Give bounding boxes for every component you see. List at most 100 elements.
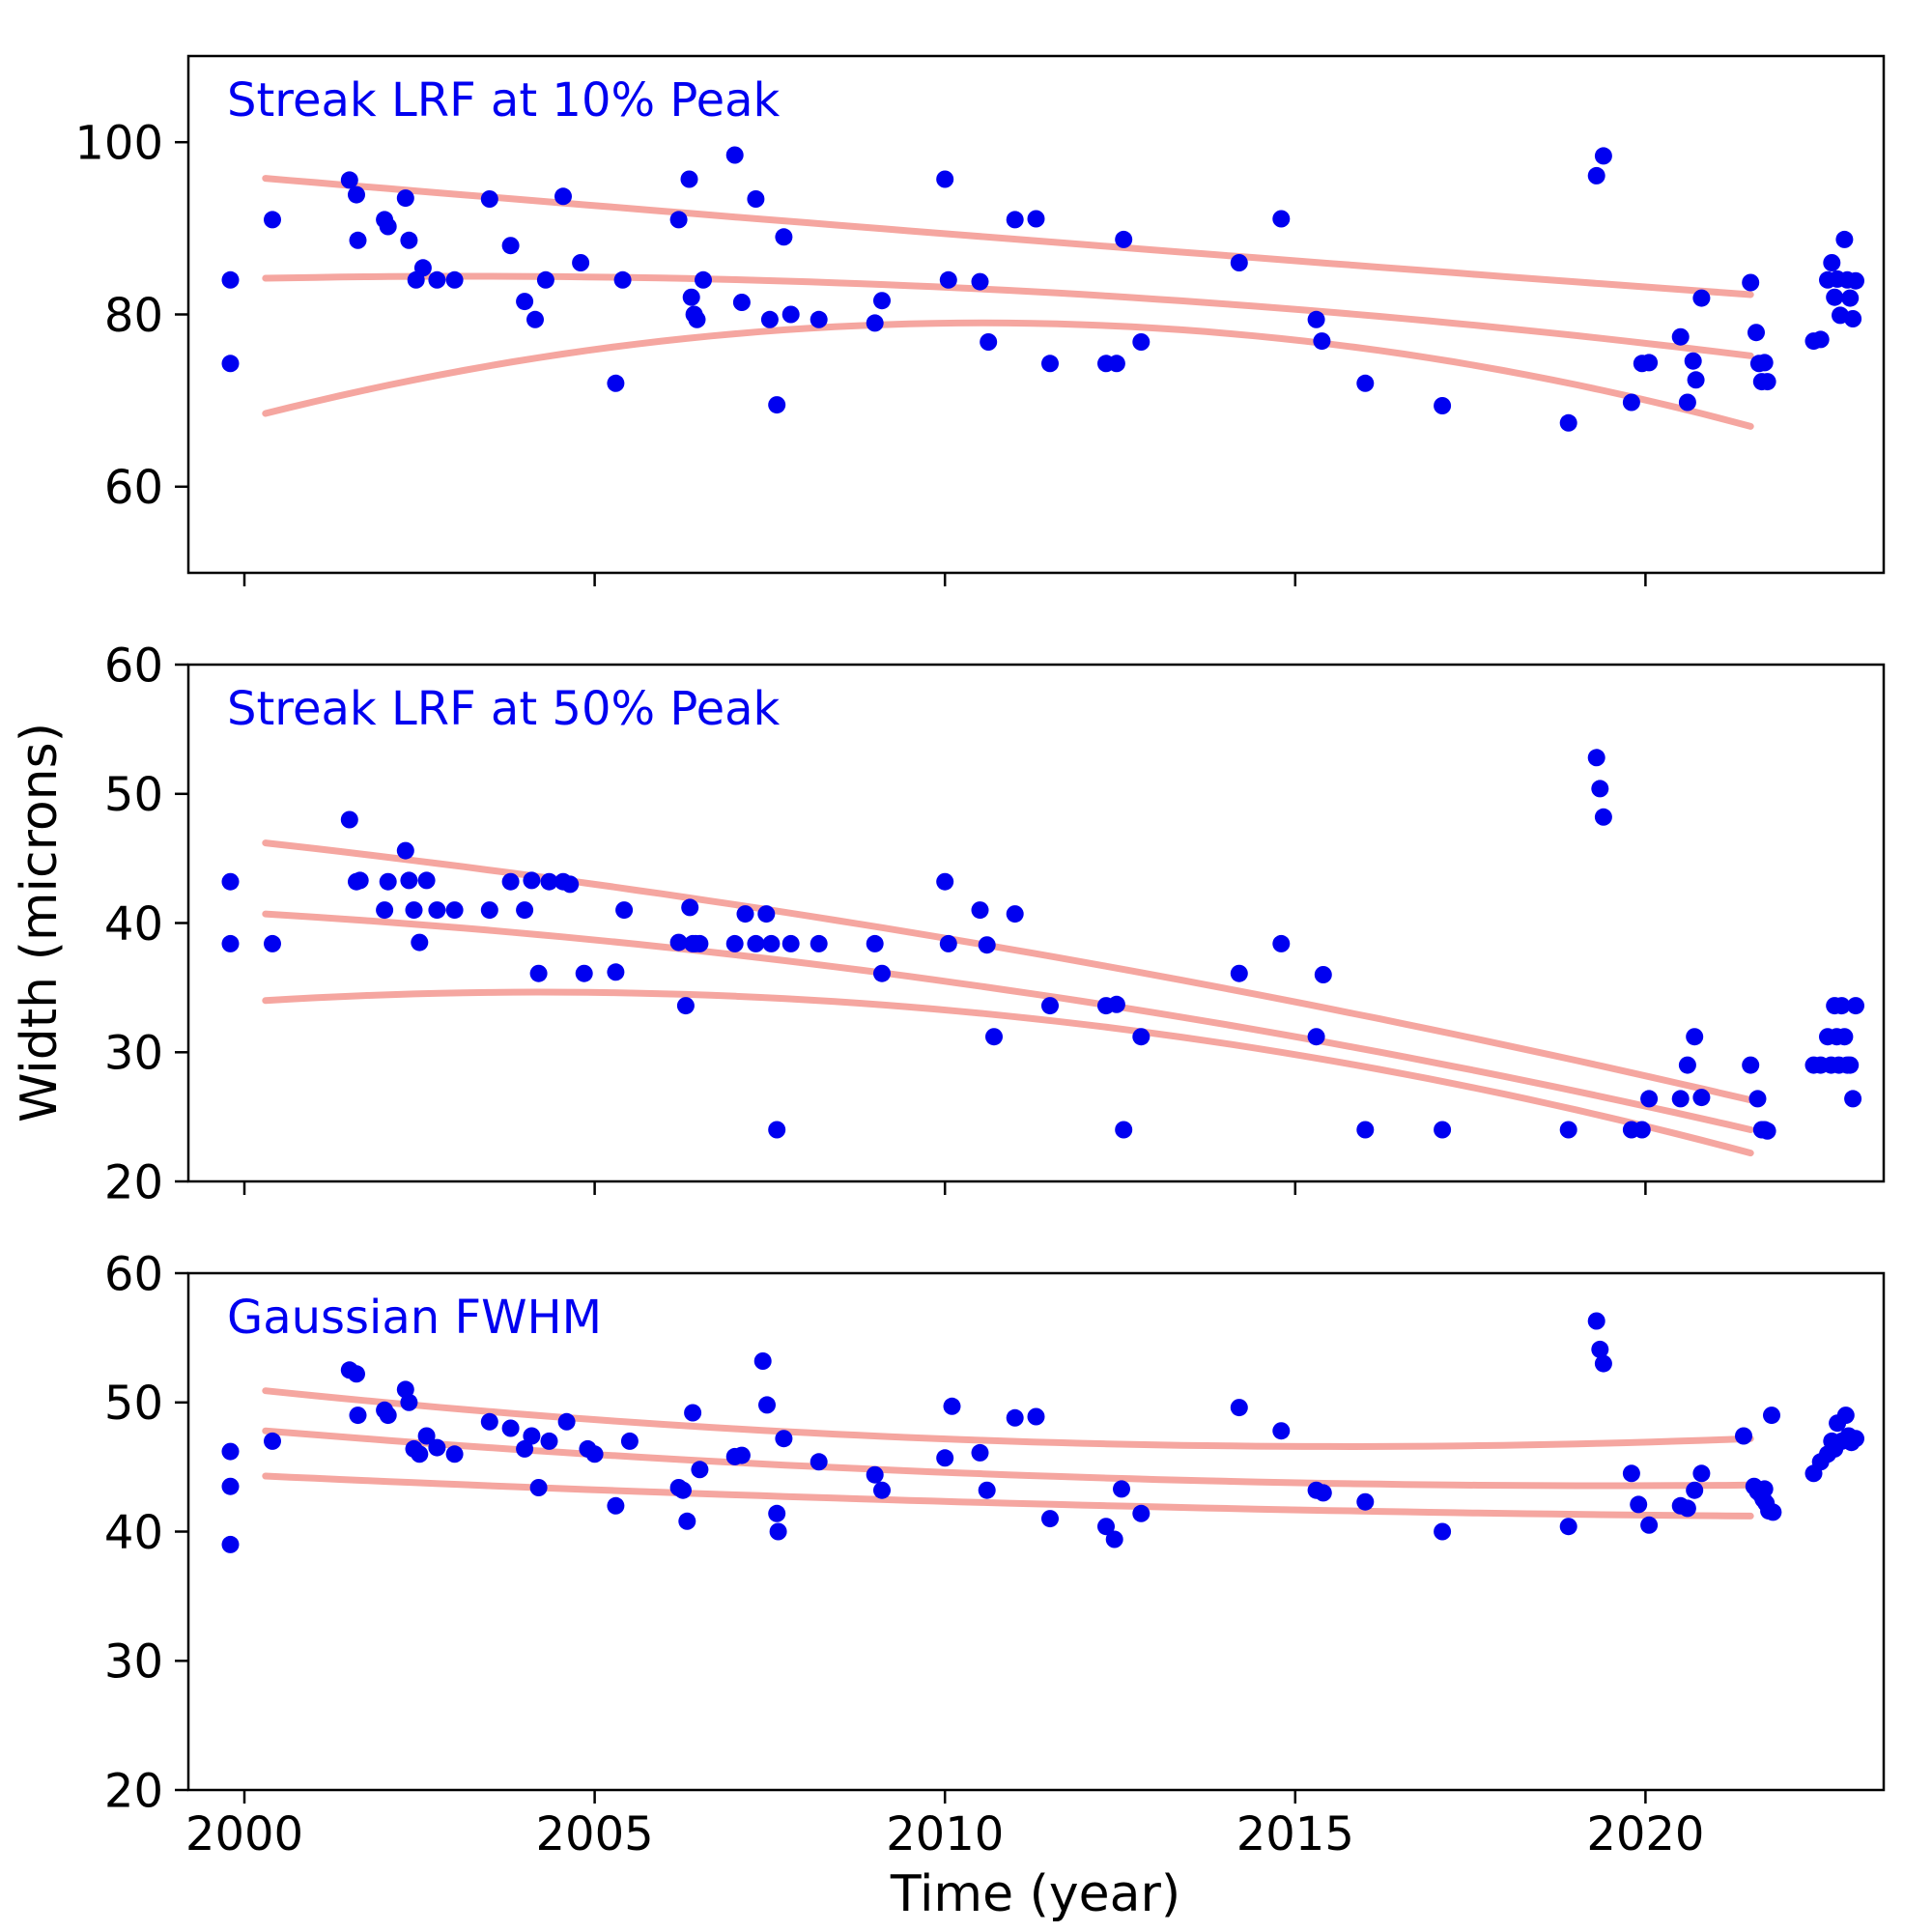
data-point <box>379 1406 397 1425</box>
y-tick-label: 20 <box>104 1155 163 1209</box>
data-point <box>680 170 698 188</box>
data-point <box>572 254 590 271</box>
data-point <box>428 270 446 289</box>
y-tick-label: 30 <box>104 1027 163 1081</box>
data-point <box>978 936 996 954</box>
data-point <box>1678 1056 1696 1074</box>
data-point <box>1622 1464 1640 1483</box>
data-point <box>768 1121 786 1139</box>
data-point <box>413 259 432 277</box>
data-point <box>781 305 800 324</box>
data-point <box>1591 780 1609 798</box>
data-point <box>1671 327 1690 346</box>
data-point <box>405 901 423 920</box>
data-point <box>1591 1340 1609 1358</box>
data-point <box>379 217 397 236</box>
data-point <box>1678 1499 1696 1518</box>
x-tick-label: 2005 <box>536 1807 654 1861</box>
data-point <box>1107 355 1125 373</box>
data-point <box>1230 1399 1248 1417</box>
data-point <box>1742 1056 1760 1074</box>
x-tick-label: 2000 <box>185 1807 303 1861</box>
data-point <box>732 294 751 311</box>
data-point <box>1027 210 1045 228</box>
data-point <box>1041 1510 1059 1528</box>
data-point <box>607 963 625 981</box>
data-point <box>1755 354 1774 372</box>
data-point <box>480 190 498 208</box>
data-point <box>1835 1028 1854 1046</box>
trend-curve-upper-fit <box>262 1387 1754 1451</box>
data-point <box>501 237 520 255</box>
data-point <box>540 872 558 891</box>
data-point <box>669 211 688 229</box>
data-point <box>971 272 989 291</box>
data-point <box>1622 393 1640 412</box>
data-point <box>428 901 446 920</box>
data-point <box>501 872 520 891</box>
data-point <box>1811 330 1830 349</box>
data-point <box>1356 374 1375 392</box>
data-point <box>1041 355 1059 373</box>
data-point <box>1041 997 1059 1015</box>
data-point <box>349 231 367 249</box>
data-point <box>445 270 464 289</box>
data-point <box>1559 1518 1577 1536</box>
data-point <box>376 901 394 920</box>
data-point <box>753 1352 772 1370</box>
data-point <box>411 1445 429 1463</box>
data-point <box>221 1442 240 1461</box>
data-point <box>781 934 800 952</box>
data-point <box>873 292 891 310</box>
data-point <box>1763 1406 1780 1425</box>
data-point <box>480 901 498 920</box>
data-point <box>971 901 989 920</box>
x-tick-label: 2010 <box>886 1807 1004 1861</box>
data-point <box>1841 1056 1860 1074</box>
data-point <box>1115 1121 1133 1139</box>
data-point <box>1640 354 1659 372</box>
data-point <box>348 185 365 204</box>
y-tick-label: 100 <box>74 116 163 170</box>
data-point <box>340 810 358 829</box>
y-tick-label: 50 <box>104 1377 163 1431</box>
data-point <box>1006 905 1024 923</box>
data-point <box>1027 1407 1045 1426</box>
data-point <box>1841 289 1860 307</box>
x-tick-label: 2020 <box>1586 1807 1704 1861</box>
data-point <box>695 270 712 289</box>
data-point <box>1735 1427 1752 1445</box>
data-point <box>557 1412 576 1431</box>
data-point <box>676 997 695 1015</box>
data-point <box>516 293 534 311</box>
data-point <box>516 901 534 920</box>
data-point <box>691 1461 709 1479</box>
data-point <box>349 1406 367 1425</box>
data-point <box>400 1393 418 1411</box>
data-point <box>732 1446 751 1464</box>
data-point <box>691 934 709 952</box>
data-point <box>762 934 781 952</box>
data-point <box>1132 333 1151 351</box>
y-tick-label: 60 <box>104 639 163 693</box>
y-axis-label: Width (microns) <box>11 723 69 1122</box>
data-point <box>1844 1090 1862 1108</box>
data-point <box>775 1430 793 1448</box>
data-point <box>758 1396 776 1414</box>
data-point <box>613 270 632 289</box>
data-point <box>1835 230 1854 248</box>
data-point <box>221 1477 240 1495</box>
data-point <box>1692 1464 1711 1483</box>
data-point <box>1671 1090 1690 1108</box>
data-point <box>1105 1530 1123 1548</box>
panel-border <box>186 1271 1886 1792</box>
y-tick-label: 50 <box>104 768 163 822</box>
data-point <box>1587 749 1605 767</box>
data-point <box>1630 1495 1648 1514</box>
trend-curve-lower-fit <box>262 988 1754 1157</box>
data-point <box>607 1496 625 1515</box>
data-point <box>1559 1121 1577 1139</box>
data-point <box>1686 1481 1704 1499</box>
data-point <box>1356 1492 1375 1511</box>
